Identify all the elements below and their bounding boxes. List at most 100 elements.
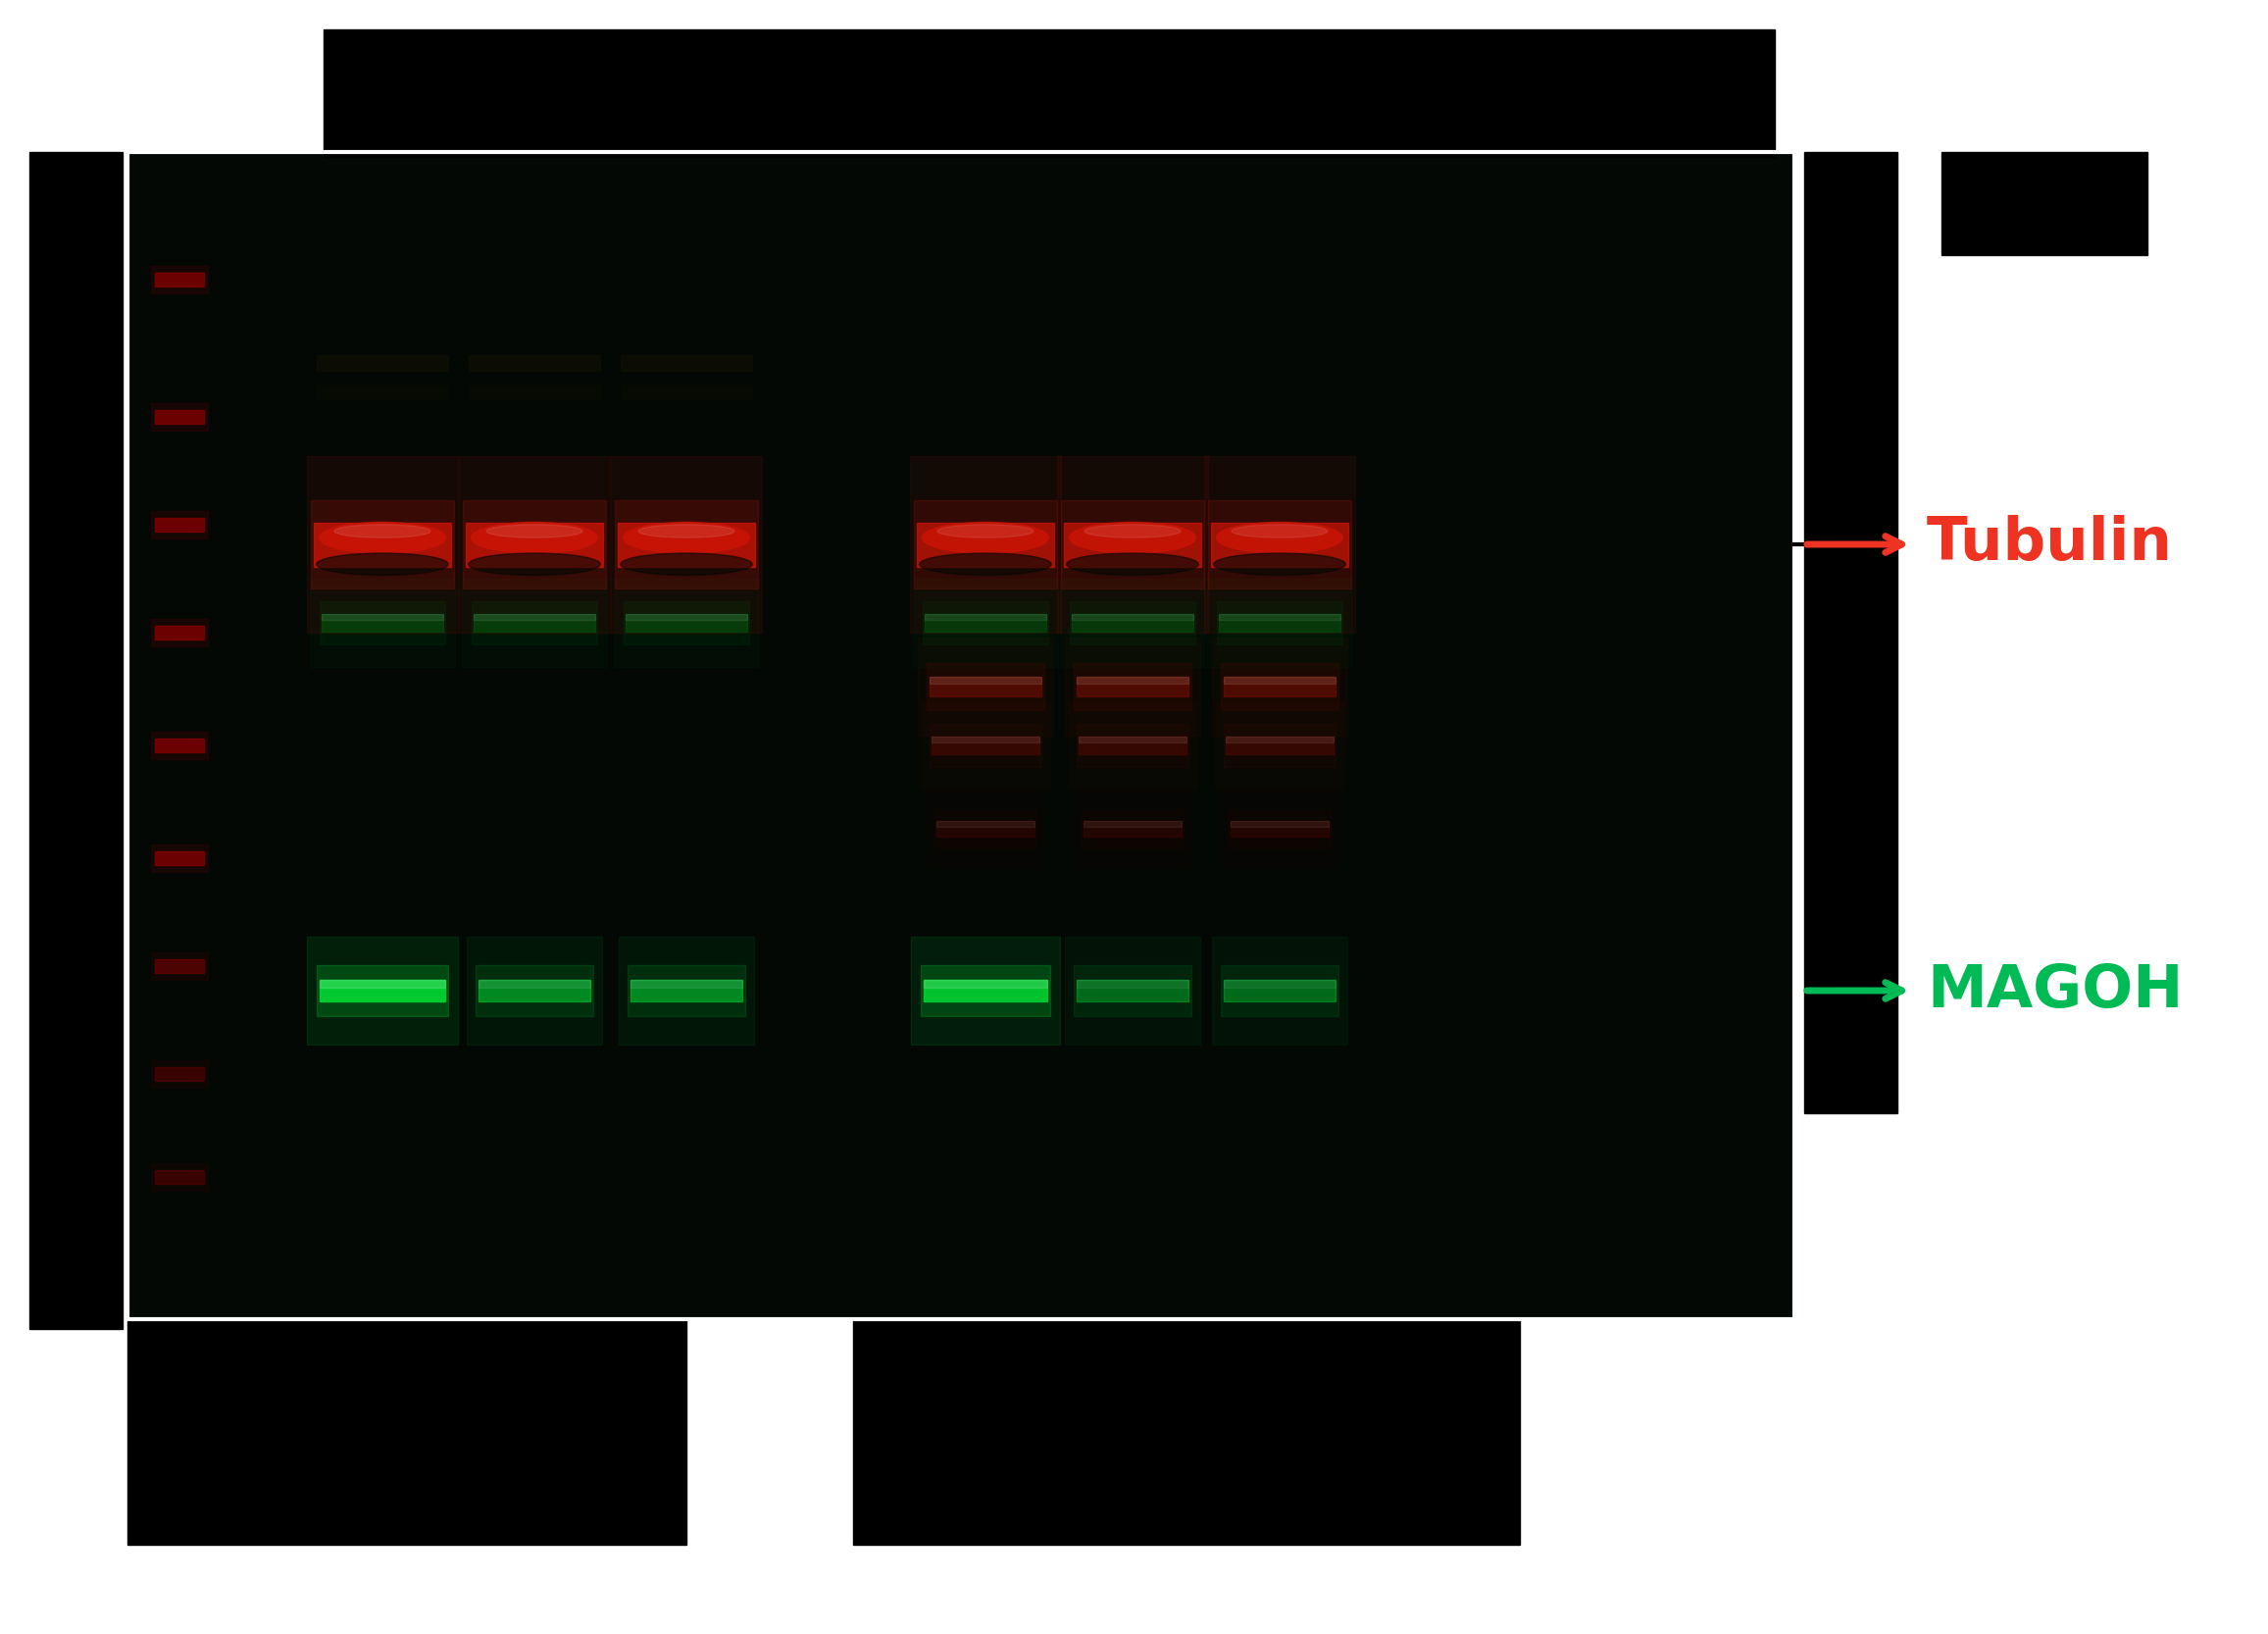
Bar: [914, 578, 1057, 667]
Bar: [615, 500, 758, 588]
Bar: [930, 676, 1041, 683]
Ellipse shape: [621, 554, 753, 575]
Bar: [1077, 980, 1188, 1002]
Bar: [1084, 820, 1182, 827]
Bar: [628, 964, 744, 1016]
Ellipse shape: [1213, 554, 1345, 575]
Bar: [1080, 737, 1186, 743]
Bar: [467, 936, 601, 1044]
Bar: [610, 456, 762, 632]
Bar: [853, 1319, 1520, 1544]
Ellipse shape: [937, 525, 1034, 538]
Bar: [631, 980, 742, 1002]
Bar: [479, 980, 590, 1002]
Ellipse shape: [624, 523, 748, 554]
Bar: [909, 456, 1061, 632]
Bar: [152, 619, 209, 647]
Bar: [1220, 614, 1340, 621]
Bar: [1084, 820, 1182, 837]
Bar: [1229, 810, 1331, 848]
Bar: [320, 980, 445, 987]
Bar: [152, 1163, 209, 1191]
Bar: [154, 959, 204, 972]
Ellipse shape: [333, 525, 431, 538]
Bar: [1075, 663, 1191, 711]
Bar: [318, 386, 449, 399]
Bar: [1061, 500, 1204, 588]
Bar: [1073, 614, 1193, 621]
Bar: [631, 980, 742, 987]
Bar: [925, 789, 1046, 868]
Bar: [930, 724, 1041, 766]
Bar: [154, 518, 204, 531]
Bar: [127, 1319, 687, 1544]
Bar: [154, 626, 204, 639]
Bar: [1222, 676, 1336, 683]
Bar: [1073, 614, 1193, 632]
Bar: [154, 273, 204, 286]
Ellipse shape: [318, 554, 449, 575]
Bar: [1225, 724, 1336, 766]
Bar: [127, 152, 1794, 1319]
Bar: [127, 152, 1794, 1319]
Bar: [1077, 980, 1188, 987]
Ellipse shape: [472, 523, 596, 554]
Bar: [626, 614, 746, 632]
Bar: [318, 355, 449, 371]
Bar: [1227, 737, 1334, 743]
Bar: [932, 737, 1039, 743]
Bar: [154, 1170, 204, 1183]
Bar: [928, 663, 1043, 711]
Bar: [912, 936, 1059, 1044]
Ellipse shape: [469, 554, 601, 575]
Bar: [154, 739, 204, 752]
Bar: [916, 523, 1055, 567]
Bar: [154, 410, 204, 423]
Bar: [1218, 601, 1343, 644]
Bar: [930, 676, 1041, 696]
Bar: [1077, 676, 1188, 696]
Bar: [318, 964, 449, 1016]
Bar: [1220, 789, 1338, 868]
Bar: [1227, 737, 1334, 755]
Bar: [621, 386, 753, 399]
Ellipse shape: [637, 525, 735, 538]
Bar: [322, 614, 442, 632]
Bar: [624, 601, 748, 644]
Bar: [474, 614, 594, 621]
Bar: [152, 511, 209, 539]
Bar: [921, 964, 1050, 1016]
Bar: [152, 266, 209, 292]
Bar: [923, 980, 1048, 1002]
Bar: [1229, 820, 1329, 837]
Bar: [1080, 737, 1186, 755]
Bar: [1059, 578, 1204, 667]
Bar: [937, 820, 1034, 837]
Bar: [1209, 500, 1352, 588]
Bar: [937, 820, 1034, 827]
Bar: [617, 523, 755, 567]
Bar: [1222, 980, 1336, 987]
Ellipse shape: [1232, 525, 1327, 538]
Bar: [479, 980, 590, 987]
Bar: [626, 614, 746, 621]
Bar: [474, 614, 594, 632]
Bar: [1222, 980, 1336, 1002]
Bar: [463, 578, 608, 667]
Bar: [1229, 820, 1329, 827]
Bar: [621, 355, 753, 371]
Bar: [463, 500, 606, 588]
Bar: [925, 614, 1046, 621]
Bar: [1068, 701, 1198, 789]
Bar: [1211, 936, 1347, 1044]
Bar: [306, 456, 458, 632]
Bar: [1077, 724, 1188, 766]
Text: MAGOH: MAGOH: [1928, 962, 2184, 1020]
Bar: [152, 845, 209, 873]
Bar: [923, 601, 1048, 644]
Bar: [152, 953, 209, 980]
Bar: [472, 601, 596, 644]
Bar: [932, 737, 1039, 755]
Bar: [1216, 701, 1345, 789]
Bar: [1222, 676, 1336, 696]
